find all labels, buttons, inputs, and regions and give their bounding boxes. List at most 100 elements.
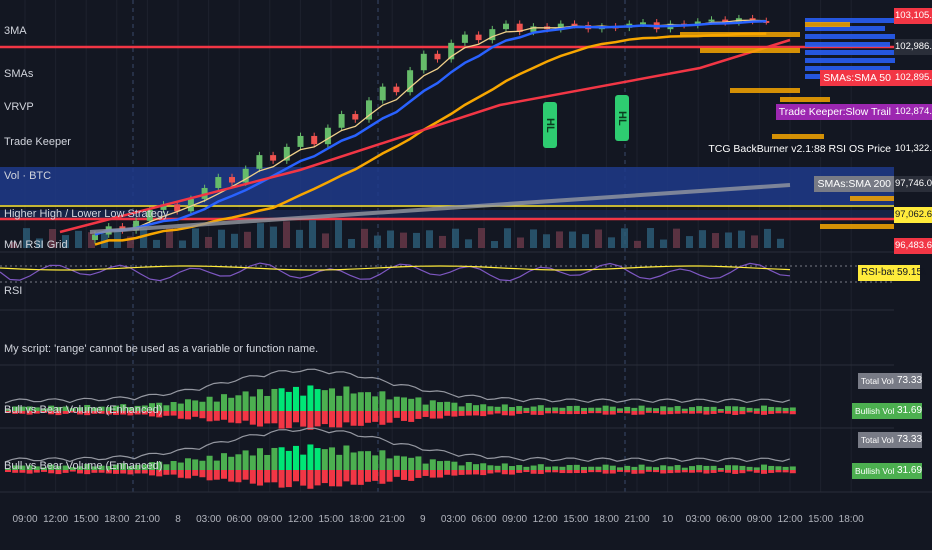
bull-volume-bar <box>689 466 695 470</box>
bear-volume-bar <box>429 411 436 419</box>
candle-body <box>461 34 468 43</box>
bear-volume-bar <box>451 411 458 417</box>
bear-volume-bar <box>789 470 796 474</box>
bear-volume-bar <box>667 470 674 474</box>
bear-volume-bar <box>41 411 47 413</box>
indicator-hl-strategy-label[interactable]: Higher High / Lower Low Strategy <box>4 208 169 220</box>
bear-volume-bar <box>509 470 515 475</box>
time-tick: 9 <box>420 514 426 525</box>
bull-volume-bar <box>192 459 199 470</box>
volume-bar <box>36 238 43 248</box>
hl-marker[interactable]: HL <box>543 102 557 148</box>
total-volume-value: 73.33 <box>894 373 922 389</box>
bull-volume-bar <box>386 458 393 470</box>
indicator-mm-rsi-grid-label[interactable]: MM RSI Grid <box>4 239 68 251</box>
volume-bar <box>465 239 472 248</box>
bear-volume-bar <box>77 470 83 474</box>
indicator-smas-label[interactable]: SMAs <box>4 68 34 80</box>
bull-volume-bar <box>235 454 242 470</box>
bull-volume-bar <box>473 405 479 411</box>
bear-volume-bar <box>386 470 393 482</box>
bear-volume-bar <box>746 411 753 413</box>
volume-bar <box>595 229 602 248</box>
bull-volume-bar <box>581 466 587 470</box>
indicator-rsi-label[interactable]: RSI <box>4 285 23 297</box>
bear-volume-bar <box>55 411 62 416</box>
bear-volume-bar <box>465 411 472 416</box>
bear-volume-bar <box>725 411 731 414</box>
bull-volume-bar <box>177 403 184 411</box>
bear-volume-bar <box>458 411 465 416</box>
bear-volume-bar <box>617 470 623 472</box>
bear-volume-bar <box>473 470 479 475</box>
bull-volume-bar <box>566 465 573 470</box>
bull-volume-bar <box>509 466 515 470</box>
indicator-vrvp-label[interactable]: VRVP <box>4 101 34 113</box>
bull-volume-bar <box>444 460 451 470</box>
bull-volume-bar <box>336 454 343 470</box>
bear-volume-bar <box>458 470 465 475</box>
volume-bar <box>712 233 719 248</box>
time-tick: 21:00 <box>379 514 405 525</box>
bear-volume-bar <box>653 470 659 473</box>
price-label: 96,483.61 <box>894 238 932 254</box>
volume-bar <box>491 241 498 248</box>
bull-volume-bar <box>321 449 328 470</box>
candle-body <box>297 135 304 147</box>
bull-volume-bar <box>458 406 465 411</box>
time-tick: 18:00 <box>838 514 864 525</box>
bear-volume-bar <box>509 411 515 416</box>
bear-volume-bar <box>415 411 422 419</box>
volume-bar <box>777 238 784 248</box>
bear-volume-bar <box>249 411 256 425</box>
time-tick: 21:00 <box>624 514 650 525</box>
bull-volume-bar <box>681 408 688 411</box>
sma50-line <box>59 38 791 234</box>
bear-volume-bar <box>537 411 544 415</box>
bull-volume-bar <box>530 465 537 470</box>
bull-volume-bar <box>120 404 127 411</box>
bear-volume-bar <box>422 470 429 476</box>
bull-volume-bar <box>5 468 11 470</box>
bear-volume-bar <box>595 470 602 473</box>
indicator-bull-bear-label[interactable]: Bull vs Bear Volume (Enhanced) <box>4 404 163 416</box>
bear-volume-bar <box>768 411 775 414</box>
bear-volume-bar <box>588 470 595 473</box>
bear-volume-bar <box>609 470 616 474</box>
candle-body <box>270 155 277 161</box>
bear-volume-bar <box>69 411 76 413</box>
candle-body <box>311 135 318 145</box>
bear-volume-bar <box>480 411 487 417</box>
bull-volume-bar <box>393 455 400 470</box>
bear-volume-bar <box>365 411 371 423</box>
bear-volume-bar <box>689 470 695 473</box>
bear-volume-bar <box>408 411 415 422</box>
volume-bar <box>88 232 95 248</box>
price-label: 97,062.60 <box>894 207 932 223</box>
indicator-vol-label[interactable]: Vol · BTC <box>4 170 52 182</box>
candle-body <box>640 22 646 25</box>
vrvp-bar <box>805 22 850 27</box>
bull-volume-bar <box>149 462 155 470</box>
indicator-trade-keeper-label[interactable]: Trade Keeper <box>4 136 71 148</box>
indicator-3ma-label[interactable]: 3MA <box>4 25 27 37</box>
bear-volume-bar <box>566 470 573 474</box>
time-tick: 12:00 <box>43 514 69 525</box>
bear-volume-bar <box>588 411 595 414</box>
bear-volume-bar <box>451 470 458 476</box>
bull-volume-bar <box>113 405 119 411</box>
volume-bar <box>114 229 121 248</box>
volume-bar <box>621 228 628 248</box>
volume-bar <box>322 233 329 248</box>
bear-volume-bar <box>62 411 69 414</box>
hl-marker[interactable]: HL <box>615 95 629 141</box>
time-tick: 15:00 <box>808 514 834 525</box>
bull-volume-bar <box>300 395 307 411</box>
bear-volume-bar <box>213 470 220 480</box>
bull-volume-bar <box>465 402 472 411</box>
price-label: 102,986.96 <box>894 39 932 55</box>
bear-volume-bar <box>113 470 119 474</box>
indicator-bull-bear-label[interactable]: Bull vs Bear Volume (Enhanced) <box>4 460 163 472</box>
bull-volume-bar <box>307 444 314 470</box>
